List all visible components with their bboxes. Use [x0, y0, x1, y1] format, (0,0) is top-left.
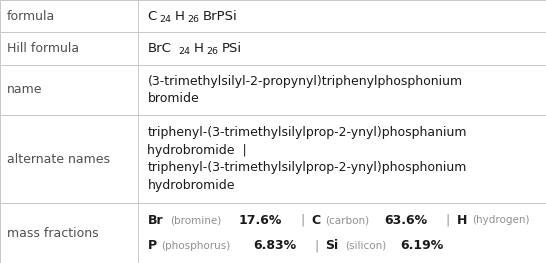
Text: (carbon): (carbon): [325, 215, 369, 225]
Text: |: |: [300, 214, 304, 227]
Text: H: H: [456, 214, 467, 227]
Text: 26: 26: [188, 15, 200, 24]
Text: formula: formula: [7, 10, 55, 23]
Text: triphenyl-(3-trimethylsilylprop-2-ynyl)phosphanium
hydrobromide  |
triphenyl-(3-: triphenyl-(3-trimethylsilylprop-2-ynyl)p…: [147, 127, 467, 192]
Text: BrC: BrC: [147, 42, 171, 55]
Text: |: |: [446, 214, 450, 227]
Text: P: P: [147, 239, 157, 252]
Text: 63.6%: 63.6%: [384, 214, 428, 227]
Text: 24: 24: [178, 47, 190, 56]
Text: 6.83%: 6.83%: [253, 239, 296, 252]
Text: C: C: [311, 214, 320, 227]
Text: name: name: [7, 83, 42, 97]
Text: Si: Si: [325, 239, 339, 252]
Text: 17.6%: 17.6%: [239, 214, 282, 227]
Text: alternate names: alternate names: [7, 153, 110, 166]
Text: mass fractions: mass fractions: [7, 226, 98, 240]
Text: 6.19%: 6.19%: [401, 239, 444, 252]
Text: (3-trimethylsilyl-2-propynyl)triphenylphosphonium
bromide: (3-trimethylsilyl-2-propynyl)triphenylph…: [147, 75, 462, 105]
Text: H: H: [194, 42, 204, 55]
Text: 24: 24: [159, 15, 171, 24]
Text: (hydrogen): (hydrogen): [472, 215, 530, 225]
Text: 26: 26: [206, 47, 218, 56]
Text: PSi: PSi: [222, 42, 242, 55]
Text: (bromine): (bromine): [170, 215, 221, 225]
Text: (silicon): (silicon): [345, 241, 386, 251]
Text: Br: Br: [147, 214, 163, 227]
Text: Hill formula: Hill formula: [7, 42, 79, 55]
Text: C: C: [147, 10, 157, 23]
Text: BrPSi: BrPSi: [203, 10, 238, 23]
Text: |: |: [314, 239, 319, 252]
Text: H: H: [175, 10, 185, 23]
Text: (phosphorus): (phosphorus): [162, 241, 230, 251]
